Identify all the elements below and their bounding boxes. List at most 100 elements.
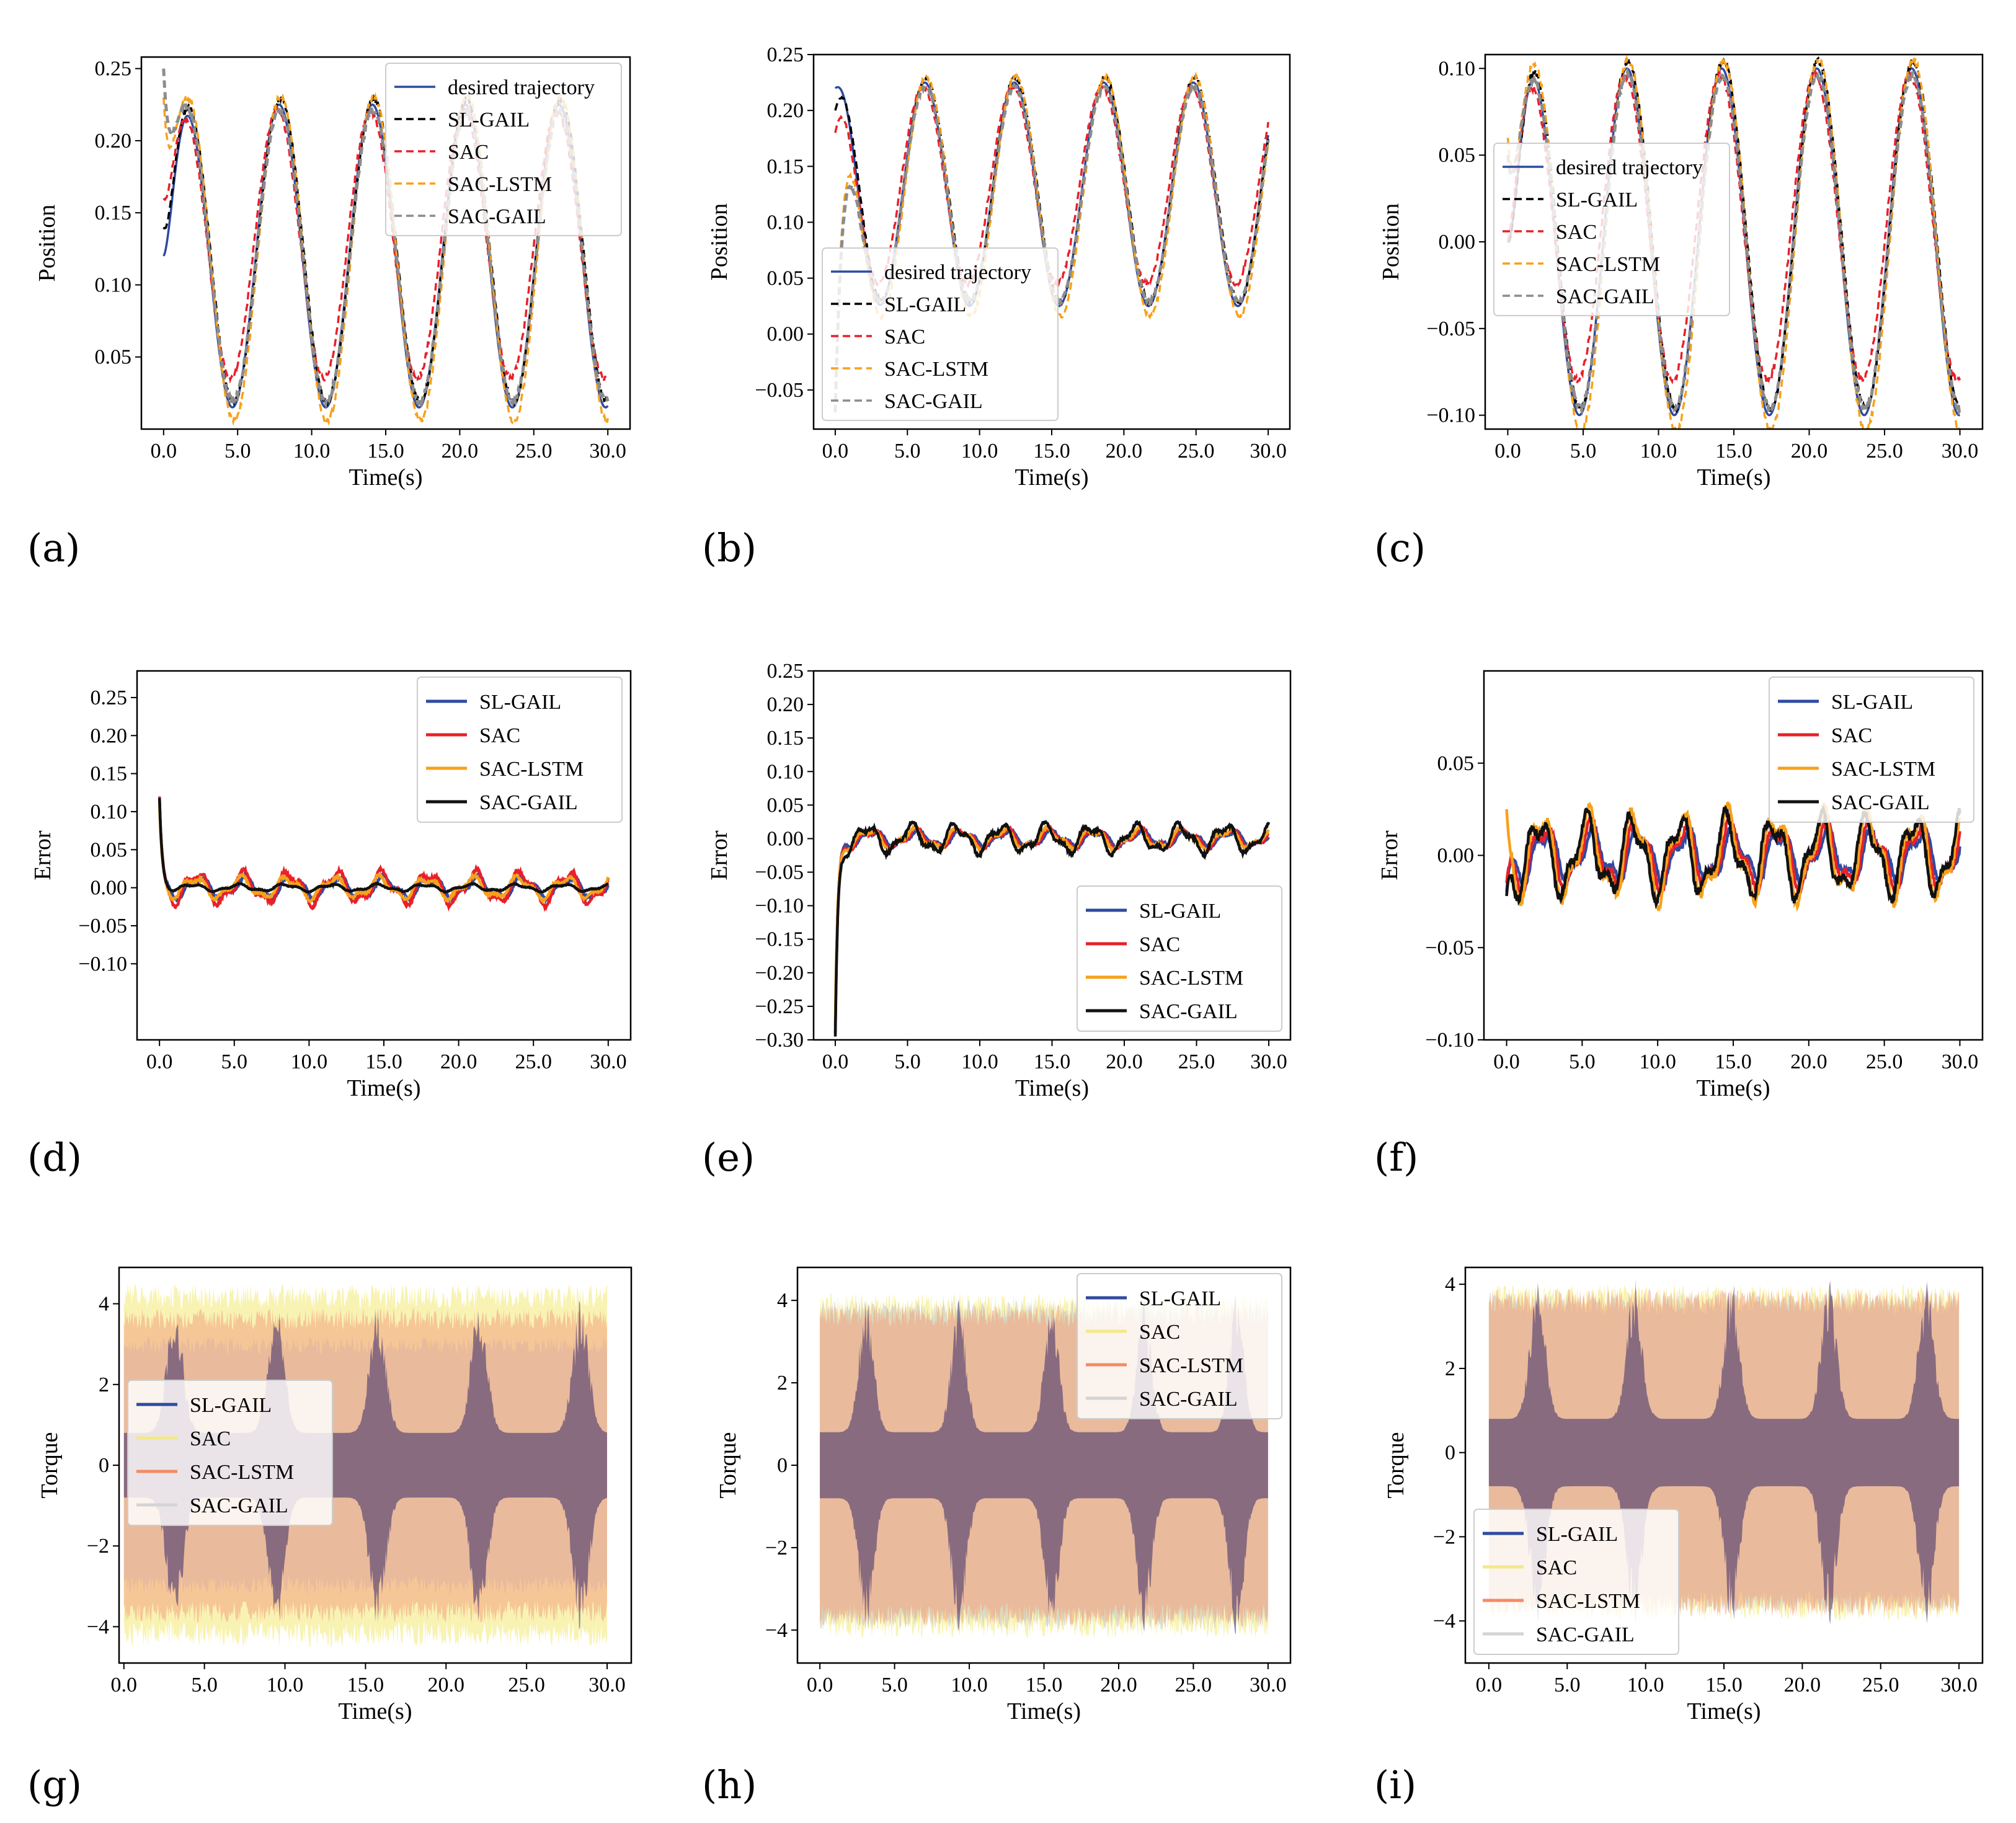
- x-axis-label: Time(s): [339, 1698, 412, 1724]
- plot-frame: [1484, 53, 1984, 430]
- x-tick-label: 0.0: [1494, 440, 1521, 463]
- x-tick-label: 5.0: [1569, 1050, 1596, 1073]
- x-tick-label: 25.0: [1866, 1050, 1903, 1073]
- y-tick-label: 0.00: [767, 827, 804, 850]
- y-tick-label: −0.05: [755, 861, 804, 884]
- x-tick-label: 0.0: [151, 440, 177, 463]
- x-tick-label: 10.0: [1639, 1050, 1676, 1073]
- x-tick-label: 20.0: [428, 1674, 465, 1697]
- y-axis-label: Torque: [1383, 1432, 1409, 1498]
- panel-label: (h): [702, 1762, 757, 1807]
- series-line-sac-gail: [162, 68, 610, 410]
- x-tick-label: 15.0: [1705, 1674, 1743, 1697]
- panel-c: 0.0 5.0 10.0 15.0 20.0 25.0 30.0 −0.10 −0.05 0.00…: [1374, 53, 1984, 570]
- legend: SL-GAIL SAC SAC-LSTM SAC-GAIL: [1077, 885, 1282, 1032]
- y-tick-label: 0.20: [767, 99, 804, 122]
- y-tick-label: −0.25: [755, 995, 804, 1018]
- x-tick-label: 15.0: [367, 440, 404, 463]
- y-tick-label: 0.20: [95, 130, 132, 153]
- legend-entry: SL-GAIL: [884, 293, 966, 316]
- x-tick-label: 0.0: [822, 1050, 849, 1073]
- y-tick-label: 2: [99, 1373, 109, 1396]
- x-tick-label: 25.0: [1866, 440, 1903, 463]
- plot-frame: [1483, 670, 1984, 1041]
- y-tick-label: −4: [1433, 1610, 1455, 1633]
- x-axis-label: Time(s): [1007, 1698, 1081, 1724]
- series-line-sac-lstm: [834, 71, 1269, 401]
- x-tick-label: 15.0: [1034, 1050, 1071, 1073]
- legend-entry: desired trajectory: [448, 76, 595, 99]
- y-tick-label: 0.10: [767, 211, 804, 234]
- legend-box: [417, 676, 623, 823]
- plot-frame: [118, 1266, 633, 1664]
- x-tick-label: 10.0: [1640, 440, 1677, 463]
- y-tick-label: 0.20: [91, 724, 128, 747]
- y-tick-label: 2: [777, 1372, 788, 1395]
- panel-label: (g): [27, 1762, 82, 1807]
- y-tick-label: 4: [1445, 1273, 1455, 1296]
- x-tick-label: 5.0: [881, 1674, 908, 1697]
- legend: desired trajectory SL-GAIL SAC SAC-LSTM SAC-…: [385, 63, 622, 236]
- legend-entry: SAC: [190, 1427, 231, 1450]
- y-tick-label: −0.05: [755, 379, 804, 402]
- panel-label: (c): [1374, 525, 1426, 570]
- y-axis-label: Position: [34, 205, 60, 282]
- legend-entry: SAC-GAIL: [1139, 1000, 1238, 1023]
- plot-area: [158, 796, 610, 912]
- y-tick-label: 0.00: [1437, 845, 1475, 867]
- x-axis-label: Time(s): [349, 464, 423, 490]
- x-tick-label: 30.0: [1250, 440, 1287, 463]
- y-tick-label: 0.15: [91, 763, 128, 786]
- legend: desired trajectory SL-GAIL SAC SAC-LSTM SAC-…: [1493, 143, 1730, 316]
- y-tick-label: 0.05: [91, 838, 128, 861]
- legend-entry: SL-GAIL: [190, 1394, 272, 1417]
- legend-entry: SAC: [1556, 221, 1597, 244]
- x-tick-label: 5.0: [894, 440, 921, 463]
- y-tick-label: −2: [765, 1537, 788, 1559]
- y-axis-label: Torque: [715, 1432, 741, 1498]
- x-tick-label: 5.0: [1570, 440, 1597, 463]
- legend-entry: SAC-GAIL: [1536, 1623, 1635, 1646]
- y-tick-label: 0.00: [1439, 231, 1476, 254]
- x-tick-label: 5.0: [224, 440, 251, 463]
- x-axis-label: Time(s): [1015, 464, 1089, 490]
- plot-frame: [796, 1266, 1292, 1664]
- x-tick-label: 25.0: [508, 1674, 545, 1697]
- y-tick-label: 0.05: [767, 794, 804, 817]
- y-tick-label: 0.25: [91, 686, 128, 709]
- y-tick-label: 0.05: [95, 346, 132, 369]
- x-tick-label: 30.0: [1250, 1674, 1287, 1697]
- y-axis-label: Error: [30, 830, 56, 880]
- x-tick-label: 10.0: [1627, 1674, 1664, 1697]
- x-tick-label: 20.0: [1791, 440, 1828, 463]
- x-axis-label: Time(s): [1015, 1075, 1089, 1101]
- legend-entry: SAC-GAIL: [479, 791, 578, 814]
- x-tick-label: 30.0: [1940, 1674, 1978, 1697]
- y-tick-label: 0.25: [767, 660, 804, 683]
- panel-h: 0.0 5.0 10.0 15.0 20.0 25.0 30.0 −4 −2 0 2 4 Time(s)…: [702, 1266, 1292, 1807]
- y-tick-label: 0.10: [91, 801, 128, 823]
- x-tick-label: 0.0: [822, 440, 849, 463]
- panel-label: (d): [27, 1135, 82, 1180]
- panel-label: (f): [1374, 1135, 1418, 1180]
- panel-label: (b): [702, 525, 757, 570]
- legend-box: [1493, 143, 1730, 316]
- x-tick-label: 0.0: [1476, 1674, 1503, 1697]
- x-tick-label: 20.0: [440, 1050, 477, 1073]
- y-tick-label: 2: [1445, 1357, 1455, 1380]
- legend-entry: SAC-LSTM: [884, 358, 988, 381]
- x-tick-label: 10.0: [291, 1050, 328, 1073]
- x-axis-label: Time(s): [1697, 1075, 1770, 1101]
- legend-entry: desired trajectory: [884, 261, 1031, 284]
- legend-entry: SAC-LSTM: [1831, 758, 1935, 781]
- x-axis-label: Time(s): [1697, 464, 1771, 490]
- x-tick-label: 20.0: [1106, 440, 1143, 463]
- panel-g: 0.0 5.0 10.0 15.0 20.0 25.0 30.0 −4 −2 0 2 4 Time(s)…: [27, 1266, 633, 1807]
- y-tick-label: −2: [1433, 1525, 1455, 1548]
- y-tick-label: 0.10: [767, 760, 804, 783]
- series-line-sac-gail: [833, 820, 1271, 1037]
- x-tick-label: 0.0: [1493, 1050, 1520, 1073]
- legend-entry: SL-GAIL: [1831, 691, 1913, 714]
- legend-entry: SAC-GAIL: [448, 205, 546, 228]
- legend: SL-GAIL SAC SAC-LSTM SAC-GAIL: [1473, 1509, 1679, 1655]
